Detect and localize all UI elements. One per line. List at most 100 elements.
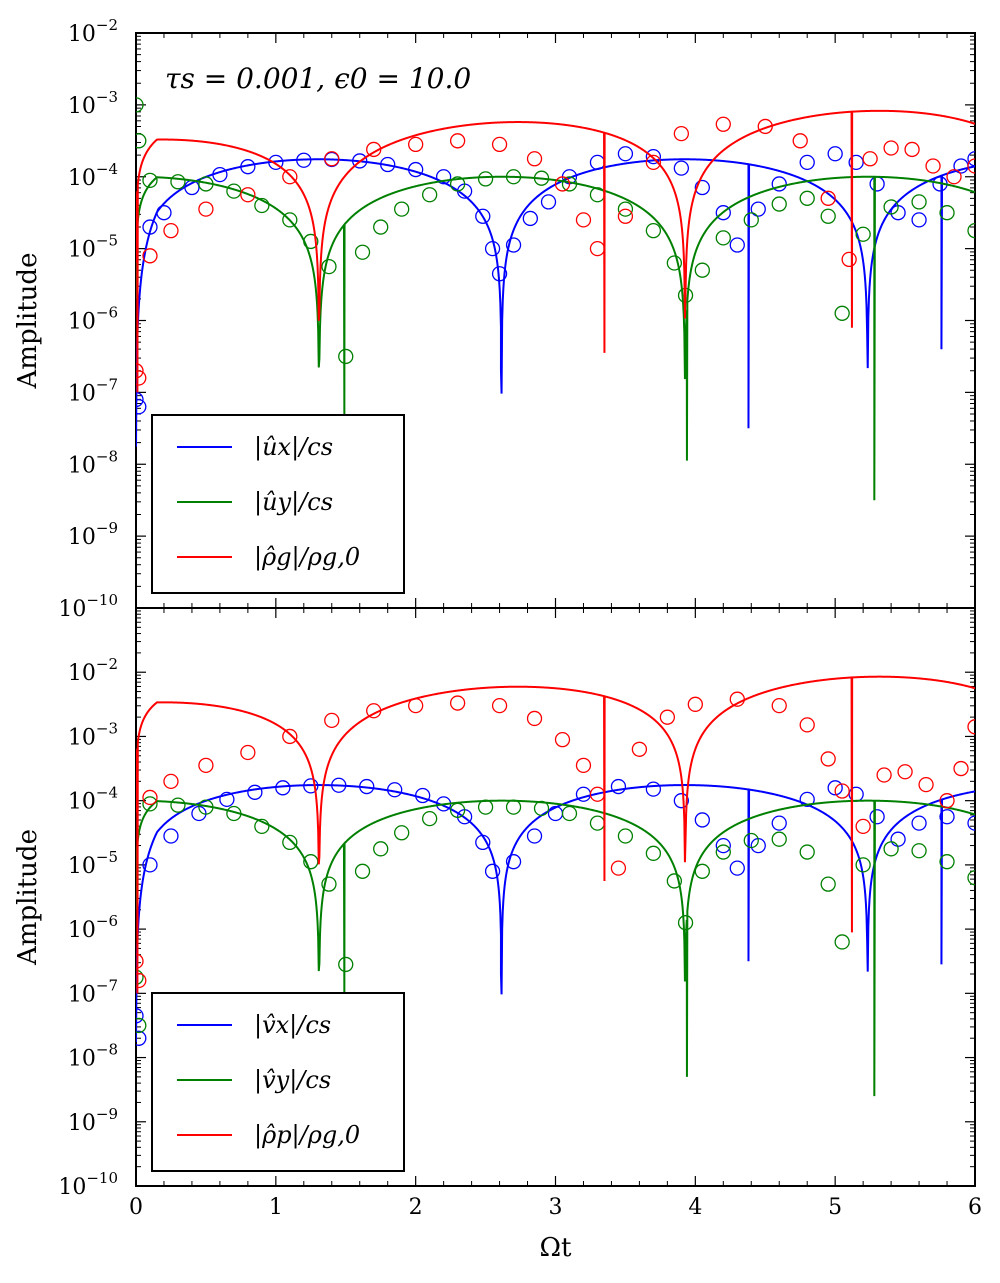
legend-box — [151, 414, 405, 594]
series-2-point — [136, 972, 147, 989]
series-0-point — [617, 146, 634, 162]
series-1-point — [561, 176, 578, 192]
top-panel: 10−1010−910−810−710−610−510−410−310−2Amp… — [13, 16, 976, 622]
y-tick-exp: −7 — [96, 976, 118, 994]
series-0-point — [296, 152, 312, 168]
y-tick-label: 10−9 — [68, 1105, 118, 1136]
series-1-point — [421, 187, 438, 203]
y-axis-label: Amplitude — [13, 253, 43, 390]
series-0-point — [953, 158, 969, 174]
x-tick-label: 3 — [549, 1195, 563, 1220]
series-1-point — [911, 843, 927, 859]
series-1-point — [743, 832, 759, 849]
series-1-point — [136, 133, 147, 149]
y-tick-base: 10 — [68, 94, 96, 119]
y-tick-base: 10 — [68, 854, 96, 879]
series-0-point — [750, 201, 766, 217]
y-tick-label: 10−8 — [68, 1041, 118, 1072]
series-1-point — [820, 876, 836, 892]
legend-label-2: |ρ̂g|/ρg,0 — [254, 543, 360, 572]
series-2-point — [526, 710, 543, 727]
y-tick-base: 10 — [68, 1047, 96, 1072]
series-1-point — [338, 348, 354, 365]
series-0-point — [827, 780, 843, 796]
series-0-point — [729, 860, 745, 876]
series-0-point — [589, 154, 606, 171]
series-0-point — [645, 148, 662, 165]
series-2-point — [715, 116, 731, 132]
series-2-point — [575, 757, 592, 773]
series-2-point — [687, 696, 703, 712]
series-line-1 — [136, 799, 975, 1097]
series-1-point — [338, 956, 354, 973]
series-0-point — [771, 176, 787, 192]
series-2-point — [897, 764, 913, 780]
y-tick-base: 10 — [68, 166, 96, 191]
y-tick-label: 10−6 — [68, 304, 118, 335]
y-tick-exp: −5 — [96, 848, 118, 866]
series-0-point — [268, 154, 284, 171]
series-1-point — [394, 201, 410, 217]
x-tick-label: 2 — [409, 1195, 423, 1220]
y-tick-exp: −4 — [96, 160, 118, 178]
series-0-point — [142, 219, 158, 235]
series-2-point — [855, 818, 871, 835]
series-1-point — [771, 831, 787, 847]
series-0-point — [408, 161, 424, 178]
y-tick-exp: −6 — [96, 912, 118, 930]
series-0-point — [715, 837, 731, 854]
series-0-point — [645, 781, 662, 797]
series-2-point — [589, 240, 606, 257]
series-1-point — [715, 844, 731, 860]
y-tick-exp: −2 — [96, 16, 118, 34]
series-2-point — [136, 953, 144, 969]
y-tick-exp: −5 — [96, 232, 118, 250]
series-0-point — [387, 782, 403, 798]
series-1-point — [477, 171, 494, 187]
series-1-point — [449, 802, 466, 818]
series-1-point — [354, 244, 371, 260]
legend-box — [151, 992, 405, 1172]
series-0-point — [505, 237, 522, 253]
series-2-point — [617, 208, 634, 224]
series-0-point — [715, 205, 731, 221]
series-1-point — [799, 844, 815, 860]
series-0-point — [673, 160, 689, 176]
series-0-point — [967, 151, 975, 167]
series-0-point — [526, 828, 543, 844]
y-tick-label: 10−9 — [68, 519, 118, 550]
series-1-point — [321, 258, 337, 275]
series-2-point — [946, 169, 962, 185]
series-0-point — [484, 240, 501, 257]
series-0-point — [156, 205, 172, 221]
y-tick-label: 10−2 — [68, 16, 118, 47]
series-2-point — [967, 719, 975, 735]
series-2-point — [136, 363, 144, 379]
series-1-point — [834, 305, 850, 321]
y-tick-base: 10 — [68, 1111, 96, 1136]
series-2-point — [771, 697, 787, 714]
y-axis-label: Amplitude — [13, 829, 43, 966]
series-2-point — [862, 151, 878, 167]
y-tick-base: 10 — [68, 918, 96, 943]
series-1-point — [939, 854, 955, 870]
series-2-point — [883, 140, 899, 156]
series-0-point — [939, 809, 955, 825]
series-2-point — [834, 783, 850, 799]
series-0-point — [694, 179, 710, 196]
series-0-point — [475, 208, 491, 224]
series-1-point — [533, 800, 550, 817]
legend-label-0: |v̂x|/cs — [254, 1011, 331, 1040]
series-0-point — [415, 787, 431, 804]
x-tick-label: 1 — [269, 1195, 283, 1220]
legend-label-2: |ρ̂p|/ρg,0 — [254, 1121, 360, 1150]
series-1-point — [694, 262, 710, 278]
x-tick-label: 4 — [688, 1195, 702, 1220]
series-0-point — [729, 237, 745, 253]
series-1-point — [666, 255, 683, 271]
series-0-point — [491, 266, 508, 282]
series-1-point — [198, 799, 214, 815]
series-2-point — [163, 773, 179, 790]
series-2-point — [142, 789, 158, 806]
series-2-point — [282, 728, 298, 745]
